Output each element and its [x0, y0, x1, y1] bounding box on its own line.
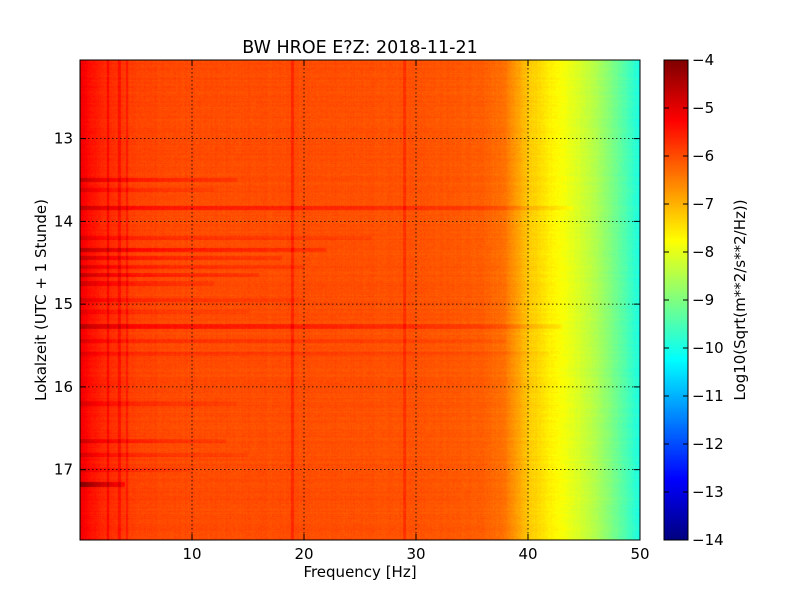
- y-tick-label-4: 17: [54, 461, 73, 479]
- colorbar-tick-label-7: −11: [692, 387, 724, 405]
- plot-frame: [79, 59, 641, 541]
- plot-area: [80, 60, 640, 540]
- colorbar-tick-label-4: −8: [692, 243, 714, 261]
- x-axis-label: Frequency [Hz]: [303, 563, 416, 581]
- colorbar-tick-label-8: −12: [692, 435, 724, 453]
- spectrogram-heatmap: [80, 60, 640, 540]
- y-axis-label: Lokalzeit (UTC + 1 Stunde): [32, 199, 50, 401]
- colorbar-tick-label-1: −5: [692, 99, 714, 117]
- x-tick-label-4: 50: [630, 545, 649, 563]
- colorbar-tick-label-2: −6: [692, 147, 714, 165]
- colorbar-tick-label-6: −10: [692, 339, 724, 357]
- y-tick-label-1: 14: [54, 212, 73, 230]
- x-tick-label-2: 30: [406, 545, 425, 563]
- chart-title: BW HROE E?Z: 2018-11-21: [242, 38, 477, 58]
- y-axis-ticks: 13 14 15 16 17: [54, 130, 640, 479]
- y-tick-label-0: 13: [54, 130, 73, 148]
- colorbar-tick-label-9: −13: [692, 483, 724, 501]
- grid-lines: [80, 60, 640, 540]
- x-tick-label-0: 10: [182, 545, 201, 563]
- x-tick-label-1: 20: [294, 545, 313, 563]
- x-axis-ticks: 10 20 30 40 50: [182, 60, 650, 563]
- y-tick-label-2: 15: [54, 295, 73, 313]
- colorbar-tick-label-0: −4: [692, 51, 714, 69]
- colorbar-tick-label-3: −7: [692, 195, 714, 213]
- colorbar-ticks: −4 −5 −6 −7 −8 −9 −10 −11 −12 −13 −14: [664, 51, 724, 549]
- colorbar-tick-label-5: −9: [692, 291, 714, 309]
- x-tick-label-3: 40: [518, 545, 537, 563]
- colorbar-label: Log10(Sqrt(m**2/s**2/Hz)): [731, 199, 749, 400]
- y-tick-label-3: 16: [54, 378, 73, 396]
- colorbar-tick-label-10: −14: [692, 531, 724, 549]
